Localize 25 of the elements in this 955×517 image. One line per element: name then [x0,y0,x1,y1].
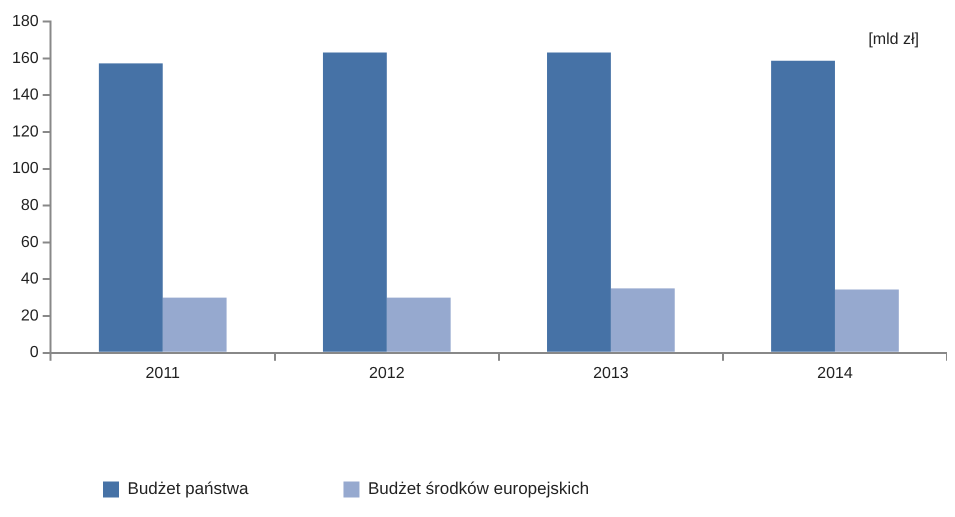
x-tick-label: 2014 [817,364,853,382]
y-tick-label: 180 [12,13,39,30]
bar [162,298,227,352]
y-tick-label: 100 [12,160,39,178]
y-tick-label: 160 [12,50,39,67]
bar [771,60,835,352]
x-tick-label: 2011 [146,364,180,382]
y-tick-label: 40 [20,270,39,288]
bar [834,290,899,352]
y-tick-label: 80 [20,197,39,214]
legend-label: Budżet państwa [128,479,250,498]
y-tick-label: 140 [12,86,39,104]
bar [610,288,675,352]
bar [547,52,611,352]
y-tick-label: 60 [20,234,39,251]
x-tick-label: 2012 [369,364,405,382]
y-tick-label: 120 [12,123,39,140]
bar [322,52,387,352]
annotation: [mld zł] [868,31,919,48]
x-tick-label: 2013 [593,364,629,382]
y-tick-label: 0 [30,344,39,362]
bar [386,298,451,352]
bar [98,63,163,352]
y-tick-label: 20 [20,307,39,324]
legend-label: Budżet środków europejskich [368,479,590,498]
